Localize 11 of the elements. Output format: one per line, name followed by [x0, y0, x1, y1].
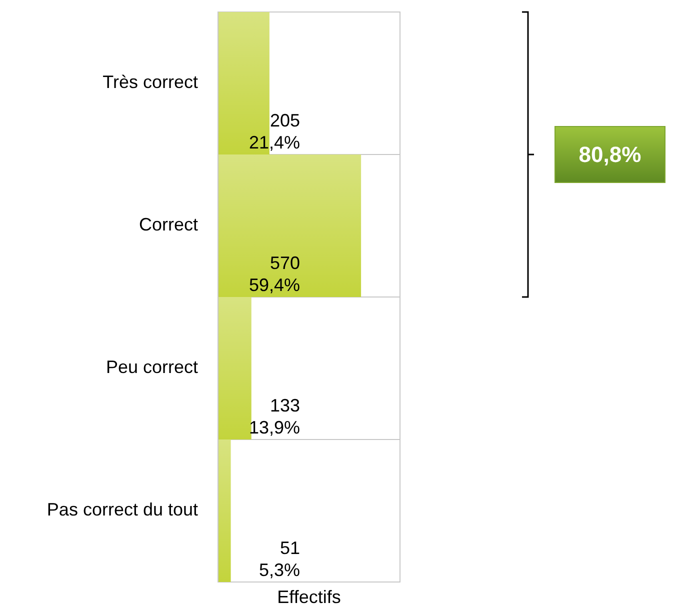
x-axis-title: Effectifs [277, 586, 341, 607]
data-label: 570 59,4% [248, 253, 300, 295]
text: 80,8% [578, 142, 642, 167]
bar [218, 440, 231, 582]
y-tick-label: Pas correct du tout [46, 500, 198, 520]
y-tick-label: Peu correct [106, 357, 198, 377]
data-label: 51 5,3% [258, 538, 300, 580]
bar [218, 297, 252, 440]
y-tick-label: Très correct [102, 72, 198, 92]
y-tick-label: Correct [138, 214, 198, 234]
bar [218, 154, 362, 297]
